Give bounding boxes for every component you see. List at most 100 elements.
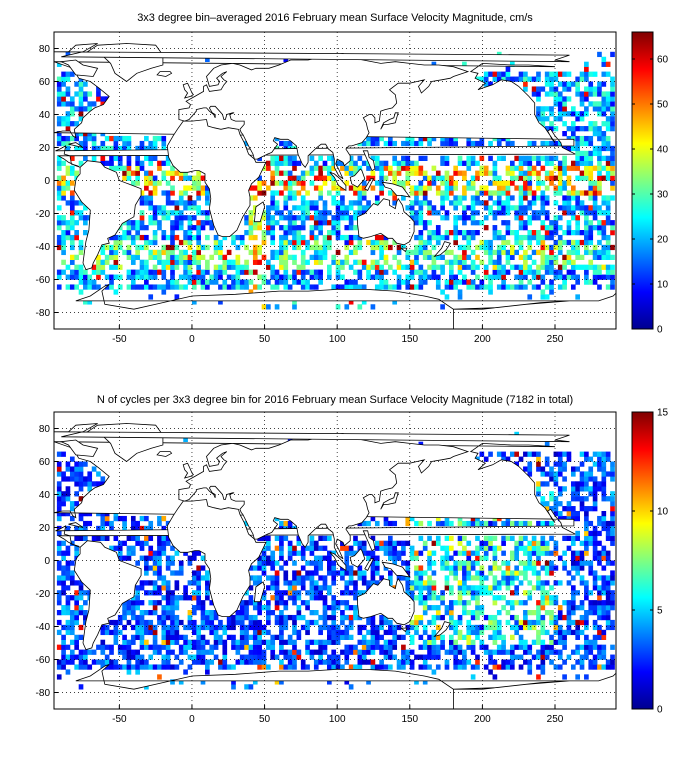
bin-cell	[191, 595, 197, 601]
bin-cell	[309, 610, 315, 616]
bin-cell	[536, 614, 541, 621]
bin-cell	[414, 520, 419, 527]
bin-cell	[540, 654, 546, 660]
bin-cell	[178, 659, 184, 665]
bin-cell	[313, 175, 319, 181]
bin-cell	[270, 585, 276, 591]
bin-cell	[309, 575, 315, 581]
bin-cell	[562, 230, 567, 236]
bin-cell	[514, 185, 520, 191]
bin-cell	[178, 220, 184, 226]
bin-cell	[440, 175, 445, 181]
bin-cell	[69, 274, 75, 280]
bin-cell	[466, 540, 472, 546]
bin-cell	[305, 269, 310, 275]
bin-cell	[479, 565, 485, 571]
bin-cell	[444, 580, 450, 586]
bin-cell	[366, 135, 371, 142]
bin-cell	[144, 274, 149, 280]
bin-cell	[69, 101, 75, 107]
bin-cell	[117, 225, 123, 231]
bin-cell	[183, 639, 188, 645]
bin-cell	[300, 205, 306, 211]
bin-cell	[610, 91, 615, 97]
bin-cell	[113, 274, 119, 280]
bin-cell	[122, 600, 127, 606]
bin-cell	[597, 126, 602, 132]
bin-cell	[296, 634, 302, 640]
bin-cell	[327, 230, 332, 236]
bin-cell	[353, 200, 358, 206]
bin-cell	[470, 155, 476, 161]
bin-cell	[361, 550, 367, 556]
bin-cell	[509, 264, 515, 270]
bin-cell	[148, 195, 154, 201]
bin-cell	[483, 284, 489, 290]
bin-cell	[313, 244, 319, 251]
bin-cell	[318, 274, 323, 280]
bin-cell	[588, 175, 594, 181]
bin-cell	[496, 234, 502, 241]
bin-cell	[440, 639, 445, 645]
bin-cell	[370, 175, 376, 181]
bin-cell	[165, 234, 171, 241]
bin-cell	[331, 165, 337, 171]
bin-cell	[610, 225, 615, 231]
bin-cell	[340, 575, 345, 581]
bin-cell	[139, 540, 145, 546]
bin-cell	[470, 195, 476, 201]
bin-cell	[117, 614, 123, 621]
bin-cell	[401, 165, 406, 171]
bin-cell	[588, 610, 594, 616]
bin-cell	[78, 664, 84, 670]
bin-cell	[200, 225, 206, 231]
bin-cell	[83, 654, 88, 660]
bin-cell	[422, 659, 428, 665]
bin-cell	[536, 639, 541, 645]
bin-cell	[292, 619, 297, 626]
bin-cell	[370, 170, 376, 176]
bin-cell	[270, 254, 276, 260]
bin-cell	[435, 654, 441, 660]
bin-cell	[361, 190, 367, 196]
bin-cell	[83, 476, 88, 482]
colorbar-tick-label: 10	[657, 280, 669, 291]
bin-cell	[549, 496, 554, 502]
x-tick-label: -50	[112, 334, 127, 345]
bin-cell	[87, 106, 93, 112]
land-outline	[54, 423, 570, 443]
bin-cell	[187, 185, 193, 191]
bin-cell	[579, 111, 585, 117]
bin-cell	[514, 545, 520, 551]
bin-cell	[104, 244, 110, 251]
bin-cell	[449, 555, 454, 561]
bin-cell	[279, 644, 284, 650]
bin-cell	[83, 269, 88, 275]
bin-cell	[579, 565, 585, 571]
bin-cell	[283, 225, 289, 231]
bin-cell	[244, 230, 249, 236]
bin-cell	[492, 674, 498, 680]
bin-cell	[257, 220, 262, 226]
bin-cell	[374, 639, 380, 645]
bin-cell	[597, 644, 602, 650]
bin-cell	[392, 170, 398, 176]
bin-cell	[588, 210, 594, 216]
bin-cell	[83, 299, 88, 305]
bin-cell	[549, 76, 554, 82]
bin-cell	[327, 624, 332, 631]
bin-cell	[527, 461, 533, 467]
bin-cell	[553, 629, 559, 636]
bin-cell	[379, 244, 384, 251]
bin-cell	[492, 269, 498, 275]
bin-cell	[135, 170, 140, 176]
bin-cell	[466, 230, 472, 236]
bin-cell	[231, 234, 236, 241]
bin-cell	[152, 205, 158, 211]
bin-cell	[544, 170, 550, 176]
bin-cell	[270, 230, 276, 236]
bin-cell	[549, 264, 554, 270]
bin-cell	[148, 180, 154, 186]
bin-cell	[200, 190, 206, 196]
bin-cell	[139, 600, 145, 606]
